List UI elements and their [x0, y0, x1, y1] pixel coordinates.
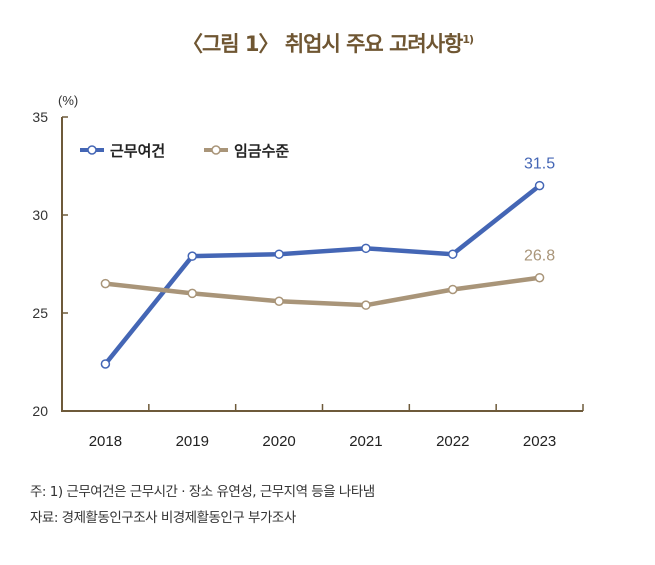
data-point	[274, 296, 284, 306]
end-value-label: 31.5	[524, 156, 555, 173]
data-point	[100, 278, 111, 289]
data-point	[534, 272, 545, 283]
y-axis-unit: (%)	[58, 93, 78, 108]
chart-title: 〈그림 1〉 취업시 주요 고려사항1)	[0, 28, 655, 58]
title-footnote-mark: 1)	[462, 33, 474, 46]
legend-label: 임금수준	[234, 142, 289, 160]
x-tick-label: 2019	[176, 433, 209, 450]
data-point	[187, 251, 197, 261]
y-tick-label: 25	[32, 305, 48, 321]
legend-marker	[211, 145, 221, 155]
chart-title-text: 〈그림 1〉 취업시 주요 고려사항	[181, 32, 463, 56]
data-point	[100, 359, 111, 369]
x-tick-label: 2022	[436, 433, 469, 450]
y-tick-label: 30	[32, 207, 48, 223]
data-point	[448, 249, 458, 259]
data-point	[534, 180, 545, 191]
data-point	[274, 249, 284, 259]
y-tick-label: 20	[32, 403, 48, 419]
data-point	[448, 284, 458, 295]
end-value-label: 26.8	[524, 248, 555, 265]
footnote: 주: 1) 근무여건은 근무시간 · 장소 유연성, 근무지역 등을 나타냄	[30, 484, 375, 500]
data-point	[187, 288, 197, 299]
series-line-1	[103, 183, 541, 366]
x-tick-label: 2018	[89, 433, 122, 450]
y-tick-label: 35	[32, 109, 48, 125]
data-point	[361, 243, 371, 254]
legend-marker	[87, 145, 97, 155]
data-point	[361, 300, 371, 310]
x-tick-label: 2021	[349, 433, 382, 450]
x-tick-label: 2020	[262, 433, 295, 450]
legend-label: 근무여건	[110, 142, 165, 160]
x-tick-label: 2023	[523, 433, 556, 450]
source-note: 자료: 경제활동인구조사 비경제활동인구 부가조사	[30, 510, 296, 526]
series-line-2	[105, 275, 540, 308]
